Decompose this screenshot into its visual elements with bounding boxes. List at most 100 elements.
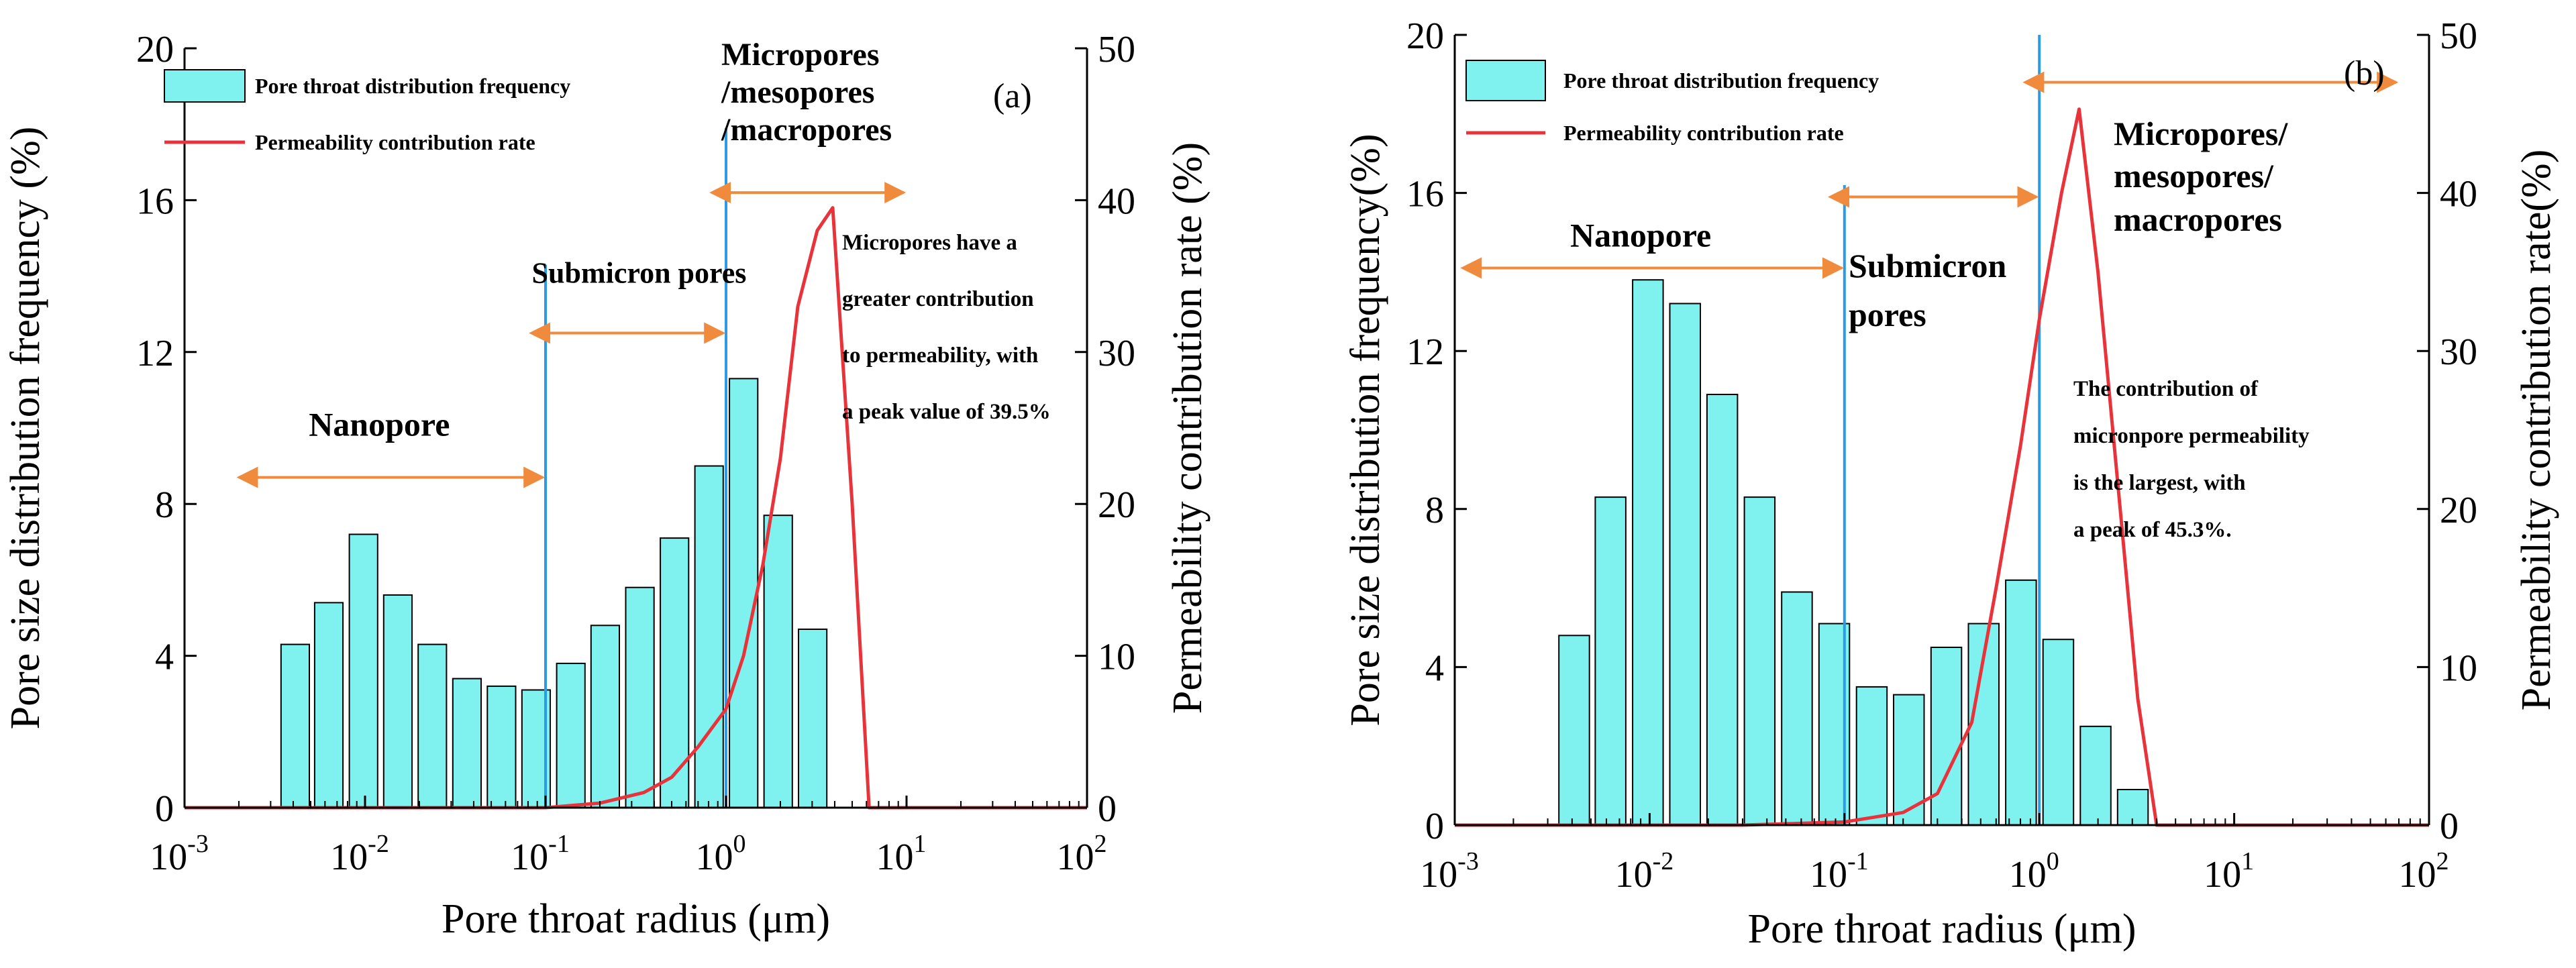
bar [1632, 279, 1664, 826]
region-label: Nanopore [1570, 217, 1711, 254]
annotation-text: a peak value of 39.5% [842, 400, 1051, 424]
bar [1594, 496, 1627, 826]
bar [2079, 725, 2112, 826]
y2-tick-label: 30 [2440, 331, 2477, 373]
region-label: Submicron [1849, 247, 2006, 284]
legend-bar-label: Pore throat distribution frequency [255, 74, 570, 98]
region-label: Micropores/ [2114, 115, 2288, 152]
bar [1855, 686, 1888, 826]
x-axis-title: Pore throat radius (μm) [1747, 906, 2136, 952]
bar [694, 465, 724, 808]
region-label: /macropores [721, 112, 892, 148]
bar [382, 594, 413, 808]
bar [1930, 647, 1963, 826]
bar [417, 643, 448, 808]
x-tick-label: 10-1 [1810, 847, 1869, 896]
legend-line-label: Permeability contribution rate [255, 130, 535, 154]
panel-label: (a) [993, 77, 1032, 115]
chart-panel-b: Nanopore Submicron pores Micropores/mesopor… [1343, 15, 2559, 952]
x-tick-label: 101 [876, 830, 927, 878]
legend-bar-swatch [1465, 60, 1546, 101]
region-label: /mesopores [721, 74, 874, 110]
annotation-text: a peak of 45.3%. [2073, 518, 2232, 542]
bar [1743, 496, 1776, 826]
legend-bar-swatch [164, 69, 246, 103]
bar [313, 602, 344, 809]
bar [590, 625, 620, 808]
y2-tick-label: 50 [1098, 29, 1135, 70]
y-tick-label: 8 [1425, 490, 1444, 531]
y-tick-label: 0 [1425, 806, 1444, 847]
annotation-text: to permeability, with [842, 343, 1038, 368]
annotation-text: is the largest, with [2073, 471, 2246, 495]
bar [763, 515, 793, 808]
y2-axis-title: Permeability contribution rate (%) [1165, 142, 1210, 714]
y-tick-label: 20 [136, 29, 174, 70]
region-label: macropores [2114, 201, 2282, 238]
region-label: Submicron pores [532, 257, 747, 290]
y-tick-label: 12 [1406, 331, 1444, 373]
bar [1781, 591, 1813, 826]
x-tick-label: 10-3 [1420, 847, 1479, 896]
region-label: mesopores/ [2114, 157, 2274, 195]
panel-label: (b) [2344, 54, 2385, 93]
y-tick-label: 16 [136, 180, 174, 222]
x-tick-label: 101 [2204, 847, 2254, 896]
annotation-text: micronpore permeability [2073, 424, 2310, 448]
x-tick-label: 102 [1057, 830, 1107, 878]
chart-panel-a: Nanopore Submicron pores Micropores/mesopo… [3, 29, 1210, 942]
x-tick-label: 10-2 [330, 830, 389, 878]
bar [556, 662, 586, 809]
region-label: Nanopore [309, 406, 450, 443]
y-tick-label: 12 [136, 333, 174, 374]
bar [1706, 394, 1739, 826]
bar [2042, 639, 2075, 826]
bar [1893, 694, 1925, 826]
bar [452, 678, 482, 808]
bar [729, 378, 759, 808]
x-tick-label: 102 [2399, 847, 2449, 896]
y-tick-label: 0 [155, 788, 174, 830]
annotation-text: greater contribution [842, 287, 1034, 311]
y2-tick-label: 10 [2440, 647, 2477, 689]
permeability-line [1455, 107, 2429, 827]
y-tick-label: 4 [1425, 647, 1444, 689]
y2-tick-label: 40 [2440, 174, 2477, 215]
y2-tick-label: 40 [1098, 180, 1135, 222]
y2-tick-label: 20 [1098, 484, 1135, 526]
y-tick-label: 4 [155, 637, 174, 678]
y-tick-label: 20 [1406, 15, 1444, 57]
bar [280, 643, 310, 808]
bar [2005, 579, 2037, 826]
x-tick-label: 100 [2009, 847, 2059, 896]
y2-tick-label: 30 [1098, 333, 1135, 374]
bar [1558, 635, 1590, 826]
bar [486, 685, 517, 809]
bar [798, 629, 828, 808]
legend-bar-label: Pore throat distribution frequency [1563, 68, 1879, 93]
x-tick-label: 10-1 [511, 830, 570, 878]
legend-line-label: Permeability contribution rate [1563, 121, 1844, 145]
bar [348, 533, 378, 808]
y2-tick-label: 10 [1098, 637, 1135, 678]
annotation-text: Micropores have a [842, 231, 1017, 255]
y-axis-title: Pore size distribution frequency (%) [3, 127, 48, 730]
bar [1669, 303, 1701, 826]
annotation-text: The contribution of [2073, 377, 2259, 401]
y2-tick-label: 0 [2440, 806, 2459, 847]
y-axis-title: Pore size distribution frequency(%) [1343, 133, 1388, 726]
x-axis-title: Pore throat radius (μm) [442, 896, 830, 942]
x-tick-label: 10-3 [150, 830, 209, 878]
y2-tick-label: 20 [2440, 490, 2477, 531]
bar [660, 537, 690, 808]
x-tick-label: 100 [696, 830, 746, 878]
y2-tick-label: 50 [2440, 15, 2477, 57]
bar [625, 586, 655, 808]
region-label: Micropores [721, 37, 880, 72]
permeability-line [185, 206, 1087, 810]
y2-tick-label: 0 [1098, 788, 1117, 830]
x-tick-label: 10-2 [1615, 847, 1674, 896]
y-tick-label: 16 [1406, 174, 1444, 215]
y2-axis-title: Permeability contribution rate(%) [2514, 150, 2559, 711]
